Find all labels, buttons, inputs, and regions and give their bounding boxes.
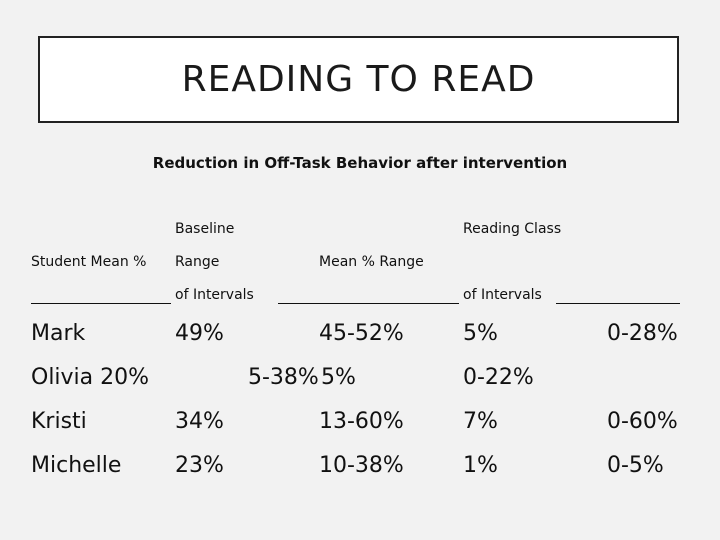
row-mark-student: Mark bbox=[31, 321, 86, 346]
row-kristi-baseline-range: 13-60% bbox=[319, 409, 404, 434]
row-mark-reading-range: 0-28% bbox=[607, 321, 678, 346]
row-kristi-reading-range: 0-60% bbox=[607, 409, 678, 434]
row-michelle-reading-range: 0-5% bbox=[607, 453, 664, 478]
row-olivia-reading-range: 0-22% bbox=[463, 365, 534, 390]
header-mean-range: Mean % Range bbox=[319, 254, 424, 270]
header-underline bbox=[278, 303, 459, 304]
row-kristi-student: Kristi bbox=[31, 409, 87, 434]
row-mark-reading-mean: 5% bbox=[463, 321, 498, 346]
row-michelle-baseline-mean: 23% bbox=[175, 453, 224, 478]
row-mark-baseline-range: 45-52% bbox=[319, 321, 404, 346]
header-reading-class: Reading Class bbox=[463, 221, 562, 237]
row-michelle-student: Michelle bbox=[31, 453, 122, 478]
header-baseline: Baseline bbox=[175, 221, 235, 237]
slide-title: READING TO READ bbox=[181, 59, 536, 100]
header-underline bbox=[31, 303, 171, 304]
row-michelle-baseline-range: 10-38% bbox=[319, 453, 404, 478]
title-box: READING TO READ bbox=[38, 36, 679, 123]
header-of-intervals-baseline: of Intervals bbox=[175, 287, 254, 303]
row-michelle-reading-mean: 1% bbox=[463, 453, 498, 478]
row-olivia-baseline-range: 5-38% bbox=[248, 365, 319, 390]
table-caption: Reduction in Off-Task Behavior after int… bbox=[152, 154, 568, 172]
row-kristi-reading-mean: 7% bbox=[463, 409, 498, 434]
header-underline bbox=[556, 303, 680, 304]
row-olivia-student-mean: Olivia 20% bbox=[31, 365, 150, 390]
row-mark-baseline-mean: 49% bbox=[175, 321, 224, 346]
header-of-intervals-reading: of Intervals bbox=[463, 287, 542, 303]
row-olivia-reading-mean: 5% bbox=[321, 365, 356, 390]
header-range: Range bbox=[175, 254, 220, 270]
row-kristi-baseline-mean: 34% bbox=[175, 409, 224, 434]
header-student-mean: Student Mean % bbox=[31, 254, 147, 270]
